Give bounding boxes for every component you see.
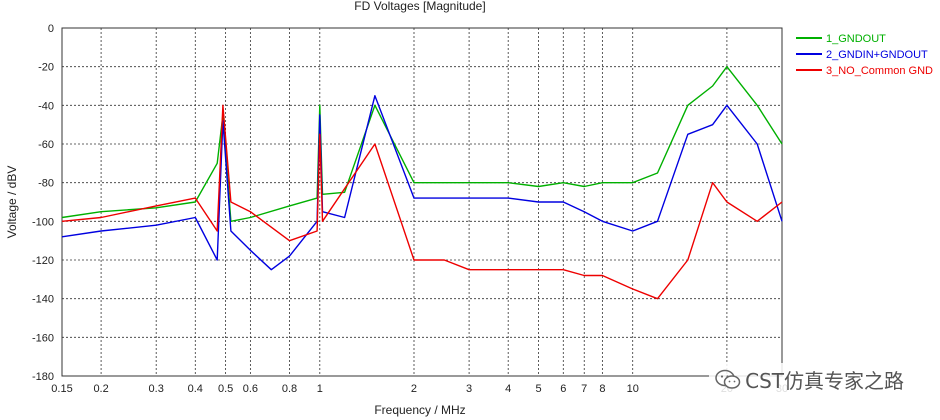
y-axis-label: Voltage / dBV: [5, 166, 19, 239]
y-tick-label: -40: [38, 100, 54, 112]
plot-frame: [61, 27, 783, 377]
x-tick-label: 4: [505, 383, 511, 395]
y-tick-label: -60: [38, 139, 54, 151]
x-tick-label: 3: [466, 383, 472, 395]
y-tick-label: -100: [32, 216, 54, 228]
x-tick-label: 5: [535, 383, 541, 395]
x-tick-label: 0.2: [93, 383, 108, 395]
x-axis-label: Frequency / MHz: [374, 403, 465, 417]
x-tick-label: 0.6: [243, 383, 258, 395]
x-tick-label: 8: [599, 383, 605, 395]
y-tick-label: -180: [32, 371, 54, 383]
x-tick-label: 0.3: [149, 383, 164, 395]
grid: [61, 27, 783, 377]
x-tick-label: 0.4: [188, 383, 203, 395]
series-line-2: [61, 94, 783, 271]
x-tick-label: 0.5: [218, 383, 233, 395]
y-tick-label: 0: [48, 23, 54, 35]
legend-label: 3_NO_Common GND: [826, 65, 933, 77]
series-line-1: [61, 65, 783, 223]
x-tick-label: 0.15: [51, 383, 72, 395]
y-tick-label: -20: [38, 62, 54, 74]
y-tick-label: -120: [32, 255, 54, 267]
y-tick-label: -80: [38, 178, 54, 190]
x-tick-label: 6: [560, 383, 566, 395]
y-tick-label: -140: [32, 294, 54, 306]
x-tick-label: 7: [581, 383, 587, 395]
watermark-text: CST仿真专家之路: [745, 369, 904, 393]
series-line-3: [61, 104, 783, 300]
legend-label: 1_GNDOUT: [826, 33, 886, 45]
chart-title: FD Voltages [Magnitude]: [354, 0, 485, 13]
x-tick-label: 0.8: [282, 383, 297, 395]
legend-label: 2_GNDIN+GNDOUT: [826, 49, 928, 61]
legend: 1_GNDOUT 2_GNDIN+GNDOUT 3_NO_Common GND: [796, 33, 933, 77]
watermark: CST仿真专家之路: [709, 363, 910, 396]
wechat-icon: [715, 369, 741, 389]
series-layer: [61, 65, 783, 300]
x-tick-label: 10: [627, 383, 639, 395]
x-tick-label: 1: [317, 383, 323, 395]
y-axis-ticks: 0 -20 -40 -60 -80 -100 -120 -140 -160 -180: [32, 23, 54, 383]
y-tick-label: -160: [32, 332, 54, 344]
x-axis-ticks: 0.150.20.30.40.50.60.812345678102030: [51, 383, 788, 395]
x-tick-label: 2: [411, 383, 417, 395]
